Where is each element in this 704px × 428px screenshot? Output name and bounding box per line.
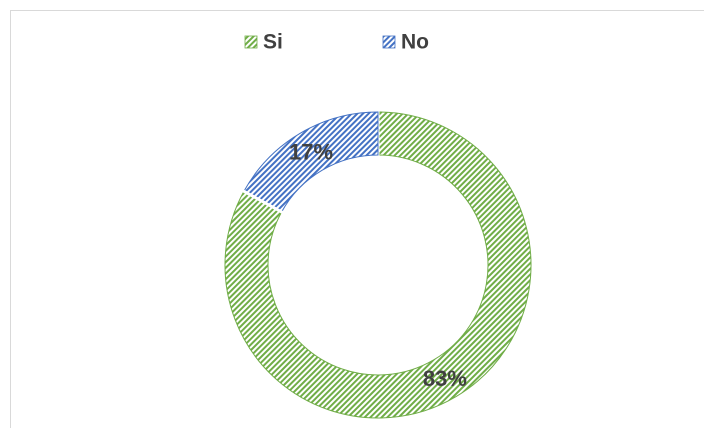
segment-separator xyxy=(242,189,284,214)
donut-segment xyxy=(224,111,532,419)
chart-frame xyxy=(10,10,704,428)
legend-swatch xyxy=(244,35,258,49)
value-label: 83% xyxy=(423,366,467,391)
legend-swatch xyxy=(382,35,396,49)
donut-segment xyxy=(243,111,379,213)
value-label: 17% xyxy=(289,140,333,165)
legend-label: No xyxy=(401,31,429,54)
legend-label: Si xyxy=(263,31,283,54)
